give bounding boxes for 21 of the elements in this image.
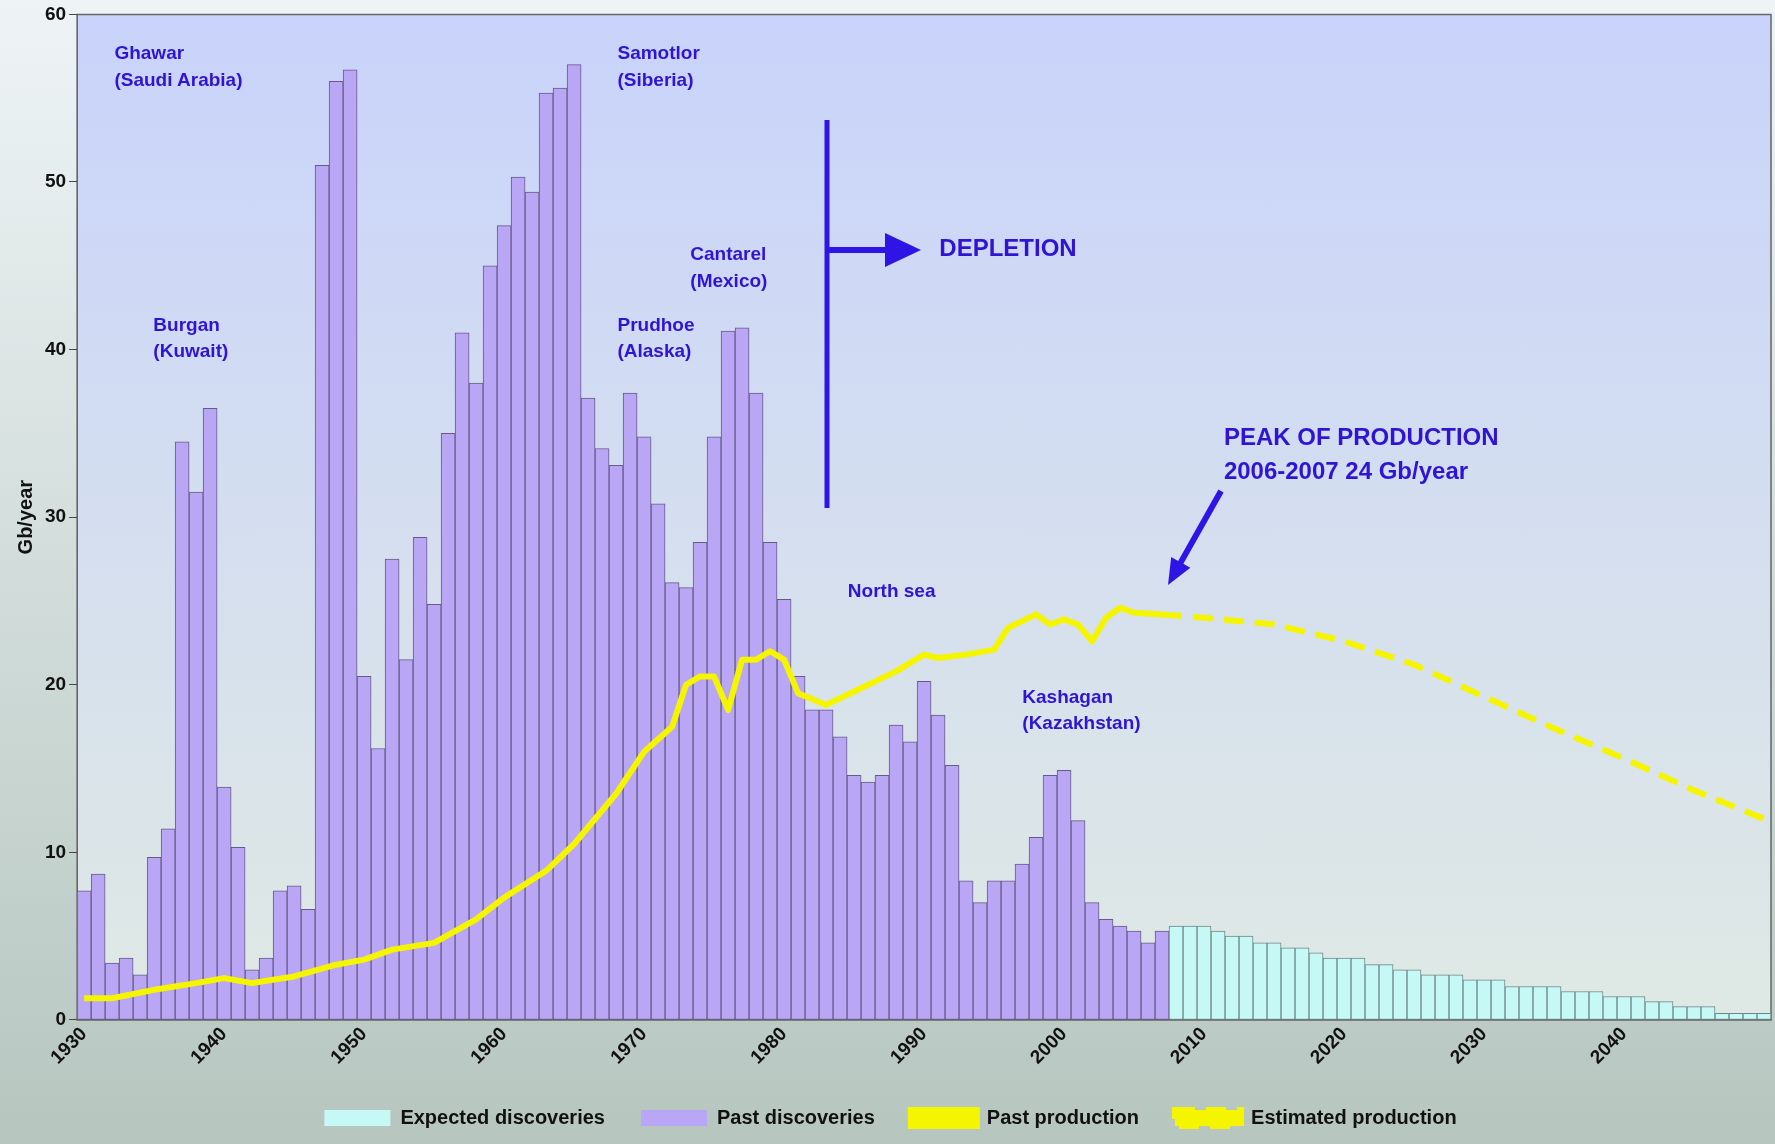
annotation: DEPLETION: [939, 234, 1077, 262]
annotation: Prudhoe (Alaska): [617, 313, 695, 362]
legend-label: Past production: [986, 1105, 1140, 1128]
annotation: PEAK OF PRODUCTION 2006-2007 24 Gb/year: [1223, 423, 1499, 484]
y-tick-label: 60: [44, 2, 67, 24]
y-tick-label: 0: [55, 1008, 67, 1030]
y-tick-label: 20: [44, 673, 67, 695]
annotation: Kashagan (Kazakhstan): [1022, 685, 1141, 734]
legend-label: Expected discoveries: [400, 1105, 605, 1128]
legend-label: Past discoveries: [716, 1105, 875, 1128]
annotation: Ghawar (Saudi Arabia): [114, 42, 243, 90]
y-axis-title: Gb/year: [13, 479, 36, 555]
legend-label: Estimated production: [1251, 1105, 1457, 1128]
annotation: Samotlor (Siberia): [617, 42, 701, 90]
y-tick-label: 30: [44, 505, 67, 527]
annotation: North sea: [847, 580, 936, 602]
y-tick-label: 10: [44, 840, 67, 862]
y-tick-label: 50: [44, 170, 67, 192]
y-tick-label: 40: [44, 337, 67, 359]
annotation: Burgan (Kuwait): [153, 313, 229, 362]
annotation: Cantarel (Mexico): [690, 243, 768, 292]
